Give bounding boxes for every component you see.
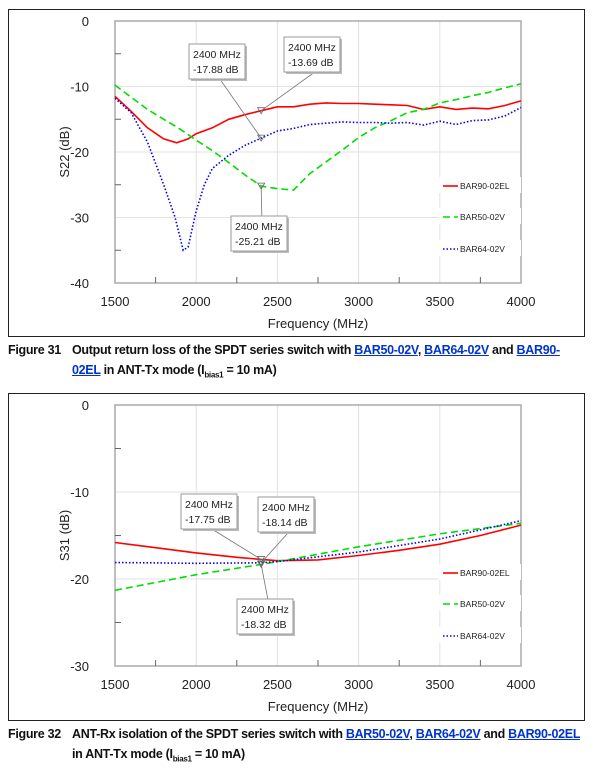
figure-31-chart: 1500 2000 2500 3000 3500 4000 0 -10 -20 -30 -40 Fre… <box>8 9 585 337</box>
link-bar90-02el[interactable]: BAR90-02EL <box>72 343 560 377</box>
x-tick-label: 3000 <box>344 294 373 309</box>
y-tick-label: -30 <box>70 659 89 674</box>
link-bar50-02v[interactable]: BAR50-02V <box>345 727 410 741</box>
annotation-box <box>180 493 238 530</box>
chart-s31: 1500 2000 2500 3000 3500 4000 0 -10 -20 -30 Freque… <box>57 398 536 714</box>
series-line-bar50-02v <box>114 83 522 191</box>
annotation-leader <box>211 528 262 560</box>
y-tick-label: -40 <box>70 276 89 291</box>
annotation-frequency: 2400 MHz <box>241 604 289 616</box>
series-line-bar90-02el <box>114 95 522 144</box>
annotation-marker <box>256 560 266 569</box>
x-tick-label: 3500 <box>425 294 454 309</box>
annotation-value: -18.14 dB <box>262 517 308 529</box>
caption-text: Output return loss of the SPDT series sw… <box>72 343 355 357</box>
y-tick-label: -20 <box>70 145 89 160</box>
legend-label: BAR90-02EL <box>460 181 510 191</box>
legend-label: BAR50-02V <box>460 599 505 609</box>
x-tick-label: 2000 <box>182 294 211 309</box>
figure-31-caption: Figure 31 Output return loss of the SPDT… <box>8 340 588 386</box>
annotation-frequency: 2400 MHz <box>185 499 233 511</box>
annotation-box <box>283 36 341 73</box>
annotation-marker <box>256 134 266 142</box>
x-tick-label: 4000 <box>507 677 536 692</box>
link-bar64-02v[interactable]: BAR64-02V <box>415 727 481 741</box>
annotation-value: -13.69 dB <box>288 57 334 69</box>
y-tick-label: -10 <box>70 485 89 500</box>
annotation-box <box>188 43 246 80</box>
link-bar64-02v[interactable]: BAR64-02V <box>424 343 489 357</box>
x-tick-label: 4000 <box>507 294 536 309</box>
y-tick-label: 0 <box>82 14 89 29</box>
legend-bg <box>439 627 521 643</box>
x-axis-title: Frequency (MHz) <box>268 316 368 331</box>
series-line-bar90-02el <box>114 524 522 562</box>
annotation-value: -18.32 dB <box>241 619 287 631</box>
y-axis-title: S22 (dB) <box>57 126 72 177</box>
y-tick-label: -10 <box>70 80 89 95</box>
legend-label: BAR50-02V <box>460 212 505 222</box>
x-tick-label: 3000 <box>344 677 373 692</box>
y-tick-label: 0 <box>82 398 89 413</box>
annotation-leader <box>260 564 269 600</box>
series-line-bar64-02v <box>114 97 522 252</box>
x-tick-label: 1500 <box>101 677 130 692</box>
series-line-bar64-02v <box>114 519 522 565</box>
caption-text: ANT-Rx isolation of the SPDT series swit… <box>72 727 346 741</box>
y-axis-title: S31 (dB) <box>57 510 72 561</box>
x-tick-label: 2500 <box>263 294 292 309</box>
legend-bg <box>439 240 521 256</box>
annotation-leader <box>219 78 262 139</box>
legend-label: BAR90-02EL <box>460 568 510 578</box>
y-tick-label: -30 <box>70 211 89 226</box>
x-tick-label: 1500 <box>101 294 130 309</box>
annotation-box <box>230 215 288 252</box>
x-tick-label: 2500 <box>263 677 292 692</box>
legend-label: BAR64-02V <box>460 244 505 254</box>
annotation-marker <box>256 182 266 190</box>
annotation-leader <box>260 71 316 111</box>
annotation-frequency: 2400 MHz <box>235 221 283 233</box>
figure-number: Figure 31 <box>8 343 61 357</box>
link-bar50-02v[interactable]: BAR50-02V <box>354 343 418 357</box>
annotation-leader <box>260 186 263 217</box>
annotation-value: -17.75 dB <box>185 514 231 526</box>
y-tick-label: -20 <box>70 572 89 587</box>
chart-s22: 1500 2000 2500 3000 3500 4000 0 -10 -20 -30 -40 Fre… <box>57 14 536 331</box>
annotation-frequency: 2400 MHz <box>262 502 310 514</box>
x-tick-label: 2000 <box>182 677 211 692</box>
legend-bg <box>439 595 521 611</box>
legend-bg <box>439 564 521 580</box>
annotation-value: -25.21 dB <box>235 236 281 248</box>
series-line-bar50-02v <box>114 522 522 592</box>
annotation-box <box>236 598 294 635</box>
legend-label: BAR64-02V <box>460 631 505 641</box>
figure-32-caption: Figure 32 ANT-Rx isolation of the SPDT s… <box>8 724 588 770</box>
annotation-marker <box>256 107 266 115</box>
figure-number: Figure 32 <box>8 727 61 741</box>
legend-bg <box>439 208 521 224</box>
link-bar90-02el[interactable]: BAR90-02EL <box>508 727 580 741</box>
annotation-box <box>257 496 315 533</box>
annotation-marker <box>256 559 266 567</box>
x-axis-title: Frequency (MHz) <box>268 699 368 714</box>
annotation-frequency: 2400 MHz <box>288 42 336 54</box>
x-tick-label: 3500 <box>425 677 454 692</box>
legend-bg <box>439 177 521 193</box>
plot-area <box>114 404 522 667</box>
annotation-frequency: 2400 MHz <box>193 49 241 61</box>
annotation-value: -17.88 dB <box>193 64 239 76</box>
figure-32-chart: 1500 2000 2500 3000 3500 4000 0 -10 -20 -30 Freque… <box>8 393 585 721</box>
annotation-leader <box>260 531 290 564</box>
